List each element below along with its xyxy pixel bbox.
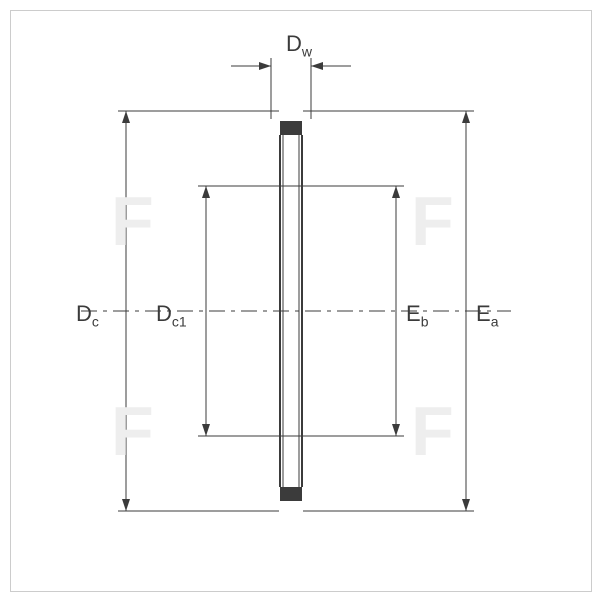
label-Dc1: Dc1 xyxy=(156,301,187,329)
label-Dc: Dc xyxy=(76,301,99,329)
diagram-frame: F F F F Dw Dc Dc1 Eb Ea xyxy=(10,10,592,592)
label-Dw: Dw xyxy=(286,31,312,59)
label-Eb: Eb xyxy=(406,301,428,329)
label-Ea: Ea xyxy=(476,301,498,329)
